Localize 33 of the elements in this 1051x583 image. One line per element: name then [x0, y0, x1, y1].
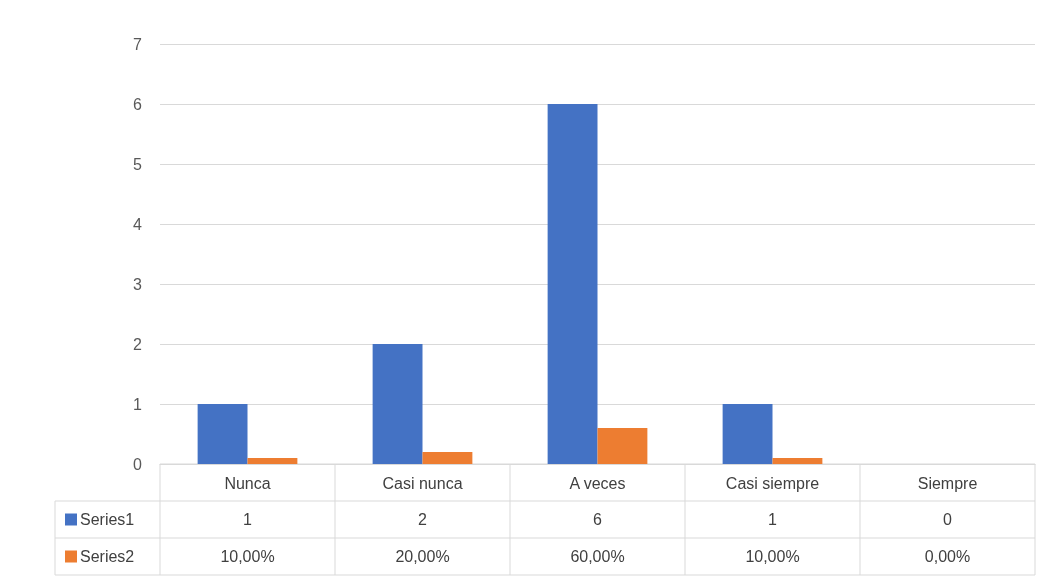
y-tick-label: 6 [133, 95, 143, 113]
data-label: 6 [593, 511, 603, 528]
bar [547, 104, 598, 464]
data-label: 2 [418, 511, 428, 528]
bar [597, 428, 648, 464]
y-tick-label: 2 [133, 335, 143, 353]
x-tick-label: Nunca [224, 474, 271, 492]
bar [372, 344, 423, 464]
data-label: 0,00% [924, 548, 971, 565]
bar [722, 404, 773, 464]
y-tick-label: 4 [133, 215, 143, 233]
data-label: 10,00% [745, 548, 800, 565]
bar [247, 458, 298, 464]
x-tick-label: Siempre [917, 474, 978, 492]
data-label: 0 [943, 511, 953, 528]
legend-label: Series2 [80, 548, 135, 565]
y-tick-label: 3 [133, 275, 143, 293]
data-label: 60,00% [570, 548, 625, 565]
legend-label: Series1 [80, 511, 135, 528]
data-label: 10,00% [220, 548, 275, 565]
data-label: 1 [768, 511, 778, 528]
data-label: 20,00% [395, 548, 450, 565]
bar [197, 404, 248, 464]
data-label: 1 [243, 511, 253, 528]
bar [772, 458, 823, 464]
x-tick-label: A veces [569, 474, 626, 492]
y-tick-label: 7 [133, 35, 143, 53]
x-tick-label: Casi siempre [725, 474, 820, 492]
y-tick-label: 5 [133, 155, 143, 173]
bar [422, 452, 473, 464]
y-tick-label: 1 [133, 395, 143, 413]
x-tick-label: Casi nunca [382, 474, 463, 492]
y-tick-label: 0 [133, 455, 143, 473]
